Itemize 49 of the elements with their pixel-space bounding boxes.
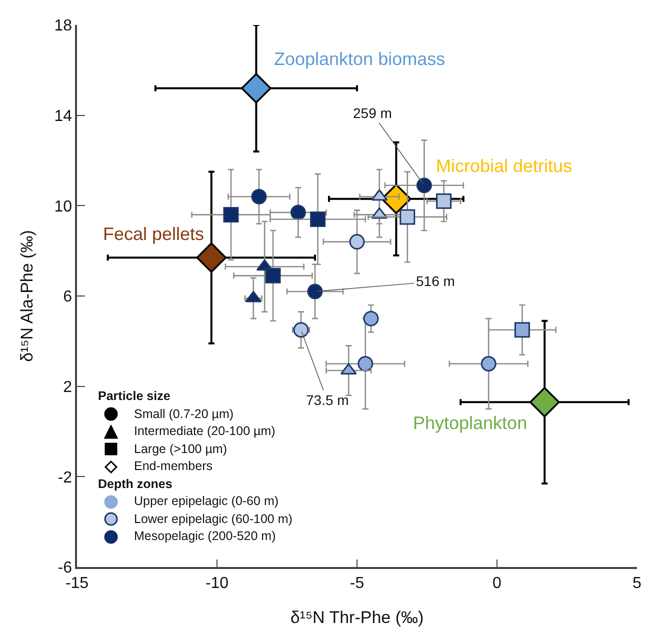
annotation: 259 m (353, 105, 392, 121)
point (251, 188, 267, 204)
annotation: Small (0.7-20 µm) (134, 406, 234, 423)
series-label: Fecal pellets (103, 224, 204, 244)
y-tick-label: -2 (58, 469, 72, 486)
annotation: Mesopelagic (200-520 m) (134, 528, 276, 545)
annotation: Intermediate (20-100 µm) (134, 423, 276, 440)
x-tick-label: -5 (350, 574, 364, 592)
y-axis-title: δ¹⁵N Ala-Phe (‰) (18, 230, 36, 362)
point (340, 363, 357, 375)
x-tick-label: -10 (205, 574, 229, 592)
annotation: Depth zones (98, 476, 172, 493)
y-tick-label: 6 (63, 288, 72, 306)
point (349, 234, 365, 250)
point (310, 211, 326, 227)
series-label: Zooplankton biomass (274, 49, 446, 69)
point (480, 356, 496, 372)
point (265, 268, 281, 284)
series-label: Phytoplankton (413, 413, 528, 433)
x-axis-title: δ¹⁵N Thr-Phe (‰) (290, 608, 424, 627)
y-tick-label: 10 (54, 198, 72, 216)
point (290, 204, 306, 220)
annotation: Large (>100 µm) (134, 440, 228, 458)
point (307, 284, 323, 300)
point (514, 322, 530, 338)
annotation: Particle size (98, 388, 170, 405)
point (358, 356, 374, 372)
y-tick-label: 14 (54, 108, 72, 125)
annotation: End-members (134, 458, 212, 475)
y-tick-label: 18 (54, 18, 72, 35)
point (223, 206, 239, 222)
annotation: Lower epipelagic (60-100 m) (134, 510, 292, 528)
point (436, 193, 452, 209)
point (529, 386, 560, 418)
x-tick-label: 0 (492, 574, 502, 592)
annotation: 516 m (416, 273, 455, 289)
y-tick-label: 2 (63, 378, 72, 396)
annotation: 73.5 m (306, 392, 349, 408)
point (241, 73, 272, 104)
x-tick-label: -15 (65, 574, 89, 592)
y-tick-label: -6 (58, 560, 72, 577)
point (416, 178, 432, 194)
annotation: Upper epipelagic (0-60 m) (134, 493, 279, 510)
point (400, 209, 416, 225)
point (293, 322, 309, 338)
point (363, 310, 379, 326)
series-label: Microbial detritus (436, 156, 572, 176)
x-tick-label: 5 (632, 574, 642, 592)
point (196, 242, 227, 273)
